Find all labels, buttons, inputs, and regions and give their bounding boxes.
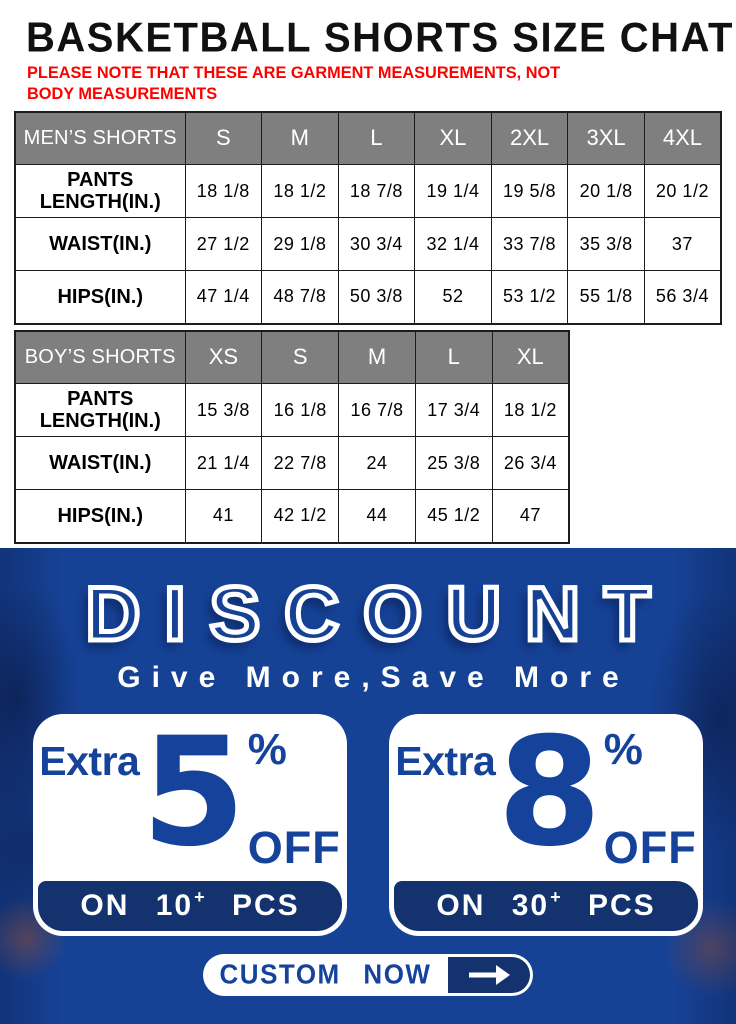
discount-title: DISCOUNT bbox=[83, 572, 675, 657]
size-value-cell: 55 1/8 bbox=[567, 270, 645, 324]
offer-card-5-percent: Extra 5 % OFF ON 10 + PCS bbox=[33, 713, 347, 936]
offer-digit: 8 bbox=[497, 713, 602, 880]
boys-header-row: BOY’S SHORTS XS S M L XL bbox=[14, 330, 570, 384]
size-column-header: M bbox=[261, 111, 339, 165]
boys-table-title: BOY’S SHORTS bbox=[14, 330, 186, 384]
size-value-cell: 18 1/8 bbox=[184, 164, 263, 218]
size-value-cell: 17 3/4 bbox=[414, 383, 493, 437]
off-label: OFF bbox=[603, 821, 697, 873]
percent-sign: % bbox=[603, 724, 643, 774]
size-value-cell: 47 1/4 bbox=[184, 270, 263, 324]
pcs-label: PCS bbox=[231, 888, 300, 922]
percent-sign: % bbox=[247, 724, 287, 774]
table-row: HIPS(IN.) 41 42 1/2 44 45 1/2 47 bbox=[14, 489, 570, 543]
offer-amount: Extra 5 % OFF bbox=[33, 714, 347, 881]
size-value-cell: 16 7/8 bbox=[338, 383, 416, 437]
table-row: PANTS LENGTH(IN.) 15 3/8 16 1/8 16 7/8 1… bbox=[14, 383, 570, 437]
measurement-row-label: WAIST(IN.) bbox=[14, 436, 186, 490]
size-value-cell: 33 7/8 bbox=[490, 217, 569, 271]
page-title: BASKETBALL SHORTS SIZE CHAT bbox=[26, 14, 734, 61]
size-value-cell: 42 1/2 bbox=[261, 489, 340, 543]
size-value-cell: 19 5/8 bbox=[490, 164, 569, 218]
mens-table-title: MEN’S SHORTS bbox=[14, 111, 186, 165]
size-value-cell: 21 1/4 bbox=[184, 436, 263, 490]
offer-cards: Extra 5 % OFF ON 10 + PCS Extra 8 bbox=[0, 713, 736, 936]
size-value-cell: 25 3/8 bbox=[414, 436, 493, 490]
table-row: WAIST(IN.) 27 1/2 29 1/8 30 3/4 32 1/4 3… bbox=[14, 217, 722, 271]
custom-now-button[interactable]: CUSTOM NOW bbox=[203, 953, 533, 996]
size-column-header: L bbox=[414, 330, 493, 384]
measurement-row-label: HIPS(IN.) bbox=[14, 489, 186, 543]
size-value-cell: 18 1/2 bbox=[261, 164, 339, 218]
on-label: ON bbox=[80, 888, 130, 922]
measurement-row-label: HIPS(IN.) bbox=[14, 270, 186, 324]
measurement-row-label: PANTS LENGTH(IN.) bbox=[14, 164, 186, 218]
right-arrow-icon bbox=[448, 956, 530, 993]
size-value-cell: 18 7/8 bbox=[337, 164, 416, 218]
quantity-value: 30 bbox=[511, 888, 550, 922]
size-column-header: XL bbox=[414, 111, 492, 165]
offer-digit: 5 bbox=[141, 713, 246, 880]
offer-condition-band: ON 10 + PCS bbox=[38, 880, 342, 931]
size-value-cell: 41 bbox=[184, 489, 263, 543]
pcs-label: PCS bbox=[587, 888, 656, 922]
off-label: OFF bbox=[247, 821, 341, 873]
size-column-header: S bbox=[261, 330, 340, 384]
discount-subtitle: Give More,Save More bbox=[117, 660, 630, 694]
custom-now-label: CUSTOM NOW bbox=[219, 958, 432, 990]
size-value-cell: 35 3/8 bbox=[567, 217, 645, 271]
size-value-cell: 24 bbox=[338, 436, 416, 490]
size-value-cell: 20 1/2 bbox=[643, 164, 722, 218]
size-value-cell: 48 7/8 bbox=[261, 270, 339, 324]
size-column-header: 3XL bbox=[567, 111, 645, 165]
size-value-cell: 18 1/2 bbox=[491, 383, 570, 437]
table-row: WAIST(IN.) 21 1/4 22 7/8 24 25 3/8 26 3/… bbox=[14, 436, 570, 490]
on-label: ON bbox=[436, 888, 486, 922]
size-value-cell: 22 7/8 bbox=[261, 436, 340, 490]
size-value-cell: 45 1/2 bbox=[414, 489, 493, 543]
size-column-header: 4XL bbox=[643, 111, 722, 165]
size-value-cell: 56 3/4 bbox=[643, 270, 722, 324]
table-row: HIPS(IN.) 47 1/4 48 7/8 50 3/8 52 53 1/2… bbox=[14, 270, 722, 324]
size-column-header: XL bbox=[491, 330, 570, 384]
size-value-cell: 26 3/4 bbox=[491, 436, 570, 490]
discount-banner: DISCOUNT Give More,Save More Extra 5 % O… bbox=[0, 548, 736, 1024]
mens-size-table: MEN’S SHORTS S M L XL 2XL 3XL 4XL PANTS … bbox=[14, 110, 722, 325]
size-column-header: S bbox=[184, 111, 263, 165]
garment-measurement-note: PLEASE NOTE THAT THESE ARE GARMENT MEASU… bbox=[27, 63, 561, 104]
boys-size-table: BOY’S SHORTS XS S M L XL PANTS LENGTH(IN… bbox=[14, 329, 570, 544]
size-column-header: M bbox=[338, 330, 416, 384]
size-value-cell: 37 bbox=[643, 217, 722, 271]
size-value-cell: 53 1/2 bbox=[490, 270, 569, 324]
size-value-cell: 15 3/8 bbox=[184, 383, 263, 437]
measurement-row-label: WAIST(IN.) bbox=[14, 217, 186, 271]
size-value-cell: 20 1/8 bbox=[567, 164, 645, 218]
size-value-cell: 47 bbox=[491, 489, 570, 543]
size-value-cell: 52 bbox=[414, 270, 492, 324]
quantity-value: 10 bbox=[155, 888, 194, 922]
size-value-cell: 50 3/8 bbox=[337, 270, 416, 324]
measurement-row-label: PANTS LENGTH(IN.) bbox=[14, 383, 186, 437]
offer-amount: Extra 8 % OFF bbox=[389, 714, 703, 881]
size-column-header: L bbox=[337, 111, 416, 165]
size-value-cell: 30 3/4 bbox=[337, 217, 416, 271]
mens-header-row: MEN’S SHORTS S M L XL 2XL 3XL 4XL bbox=[14, 111, 722, 165]
size-value-cell: 44 bbox=[338, 489, 416, 543]
size-value-cell: 29 1/8 bbox=[261, 217, 339, 271]
offer-condition-band: ON 30 + PCS bbox=[394, 880, 698, 931]
size-value-cell: 27 1/2 bbox=[184, 217, 263, 271]
table-row: PANTS LENGTH(IN.) 18 1/8 18 1/2 18 7/8 1… bbox=[14, 164, 722, 218]
size-value-cell: 19 1/4 bbox=[414, 164, 492, 218]
offer-card-8-percent: Extra 8 % OFF ON 30 + PCS bbox=[389, 713, 703, 936]
size-value-cell: 32 1/4 bbox=[414, 217, 492, 271]
offer-prefix-label: Extra bbox=[39, 737, 140, 784]
size-column-header: XS bbox=[184, 330, 263, 384]
offer-prefix-label: Extra bbox=[395, 737, 496, 784]
size-column-header: 2XL bbox=[490, 111, 569, 165]
size-value-cell: 16 1/8 bbox=[261, 383, 340, 437]
